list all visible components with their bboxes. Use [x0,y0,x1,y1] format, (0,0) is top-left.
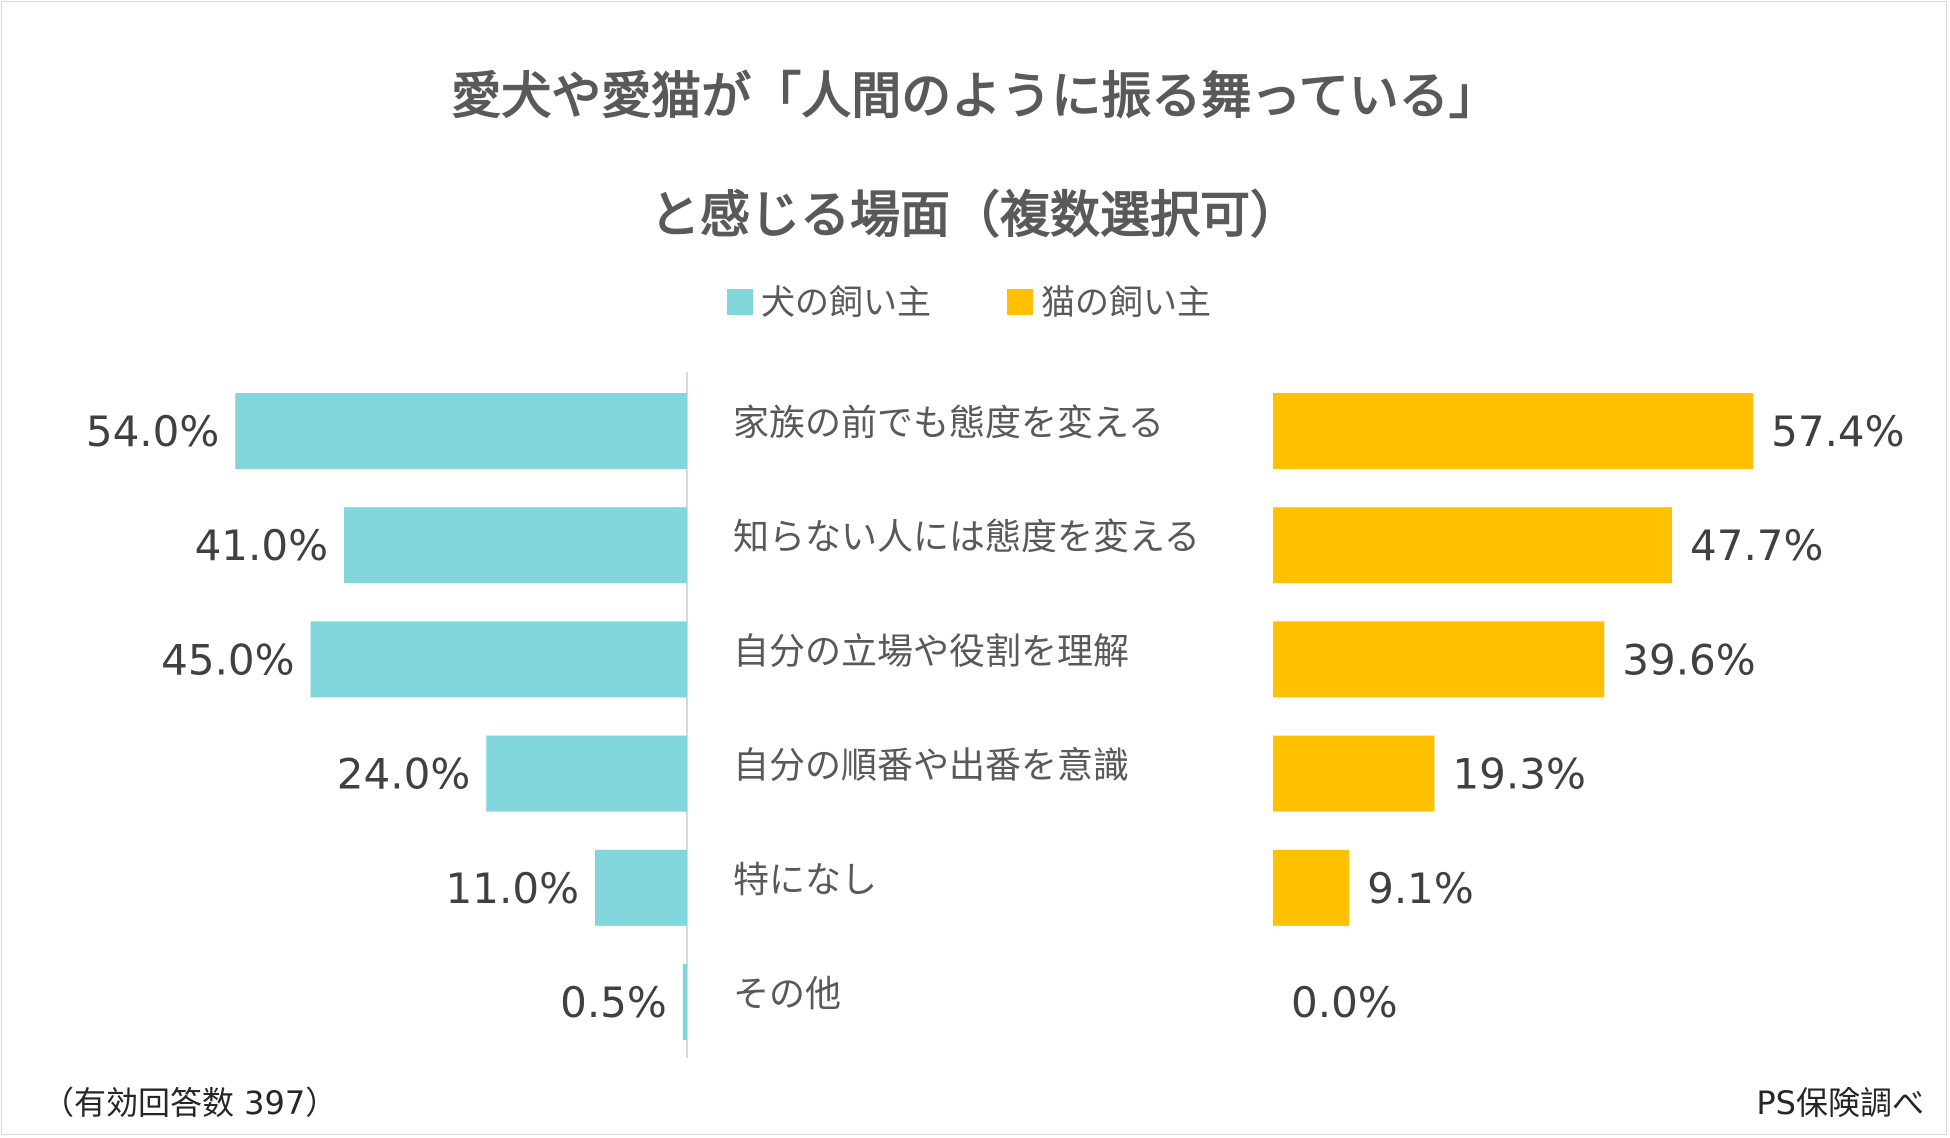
value-label-dog-5: 0.5% [560,978,667,1027]
category-label-2: 自分の立場や役割を理解 [733,631,1129,672]
bar-dog-1 [344,507,687,584]
category-label-3: 自分の順番や出番を意識 [733,746,1129,787]
category-label-0: 家族の前でも態度を変える [733,403,1164,444]
legend: 犬の飼い主 猫の飼い主 [727,283,1211,323]
bar-cat-4 [1273,849,1350,926]
value-label-cat-3: 19.3% [1452,750,1585,799]
value-label-dog-2: 45.0% [161,635,294,684]
value-label-cat-5: 0.0% [1291,978,1398,1027]
footnote-sample-size: （有効回答数 397） [42,1084,337,1122]
bar-dog-0 [235,393,688,469]
legend-label-cat: 猫の飼い主 [1041,283,1211,323]
category-label-5: その他 [733,974,841,1015]
bar-dog-4 [594,849,688,926]
bar-dog-3 [486,735,687,812]
footnote-source: PS保険調べ [1756,1084,1924,1122]
bar-dog-5 [682,964,687,1040]
value-label-dog-1: 41.0% [195,521,328,570]
value-label-dog-0: 54.0% [86,407,219,456]
bar-cat-3 [1273,735,1435,812]
chart-title-line-1: 愛犬や愛猫が「人間のように振る舞っている」 [451,67,1499,125]
chart-title-line-2: と感じる場面（複数選択可） [650,186,1300,244]
value-label-cat-4: 9.1% [1367,864,1474,913]
legend-swatch-cat [1007,289,1033,315]
category-label-4: 特になし [733,860,877,901]
value-label-cat-1: 47.7% [1690,521,1823,570]
bar-cat-1 [1273,507,1673,584]
value-label-dog-4: 11.0% [446,864,579,913]
bars-layer: 54.0% 57.4% 家族の前でも態度を変える 41.0% 47.7% 知らない人には態… [86,393,1905,1040]
bar-dog-2 [310,621,687,698]
value-label-dog-3: 24.0% [337,750,470,799]
bar-cat-0 [1273,393,1754,469]
value-label-cat-0: 57.4% [1771,407,1904,456]
category-label-1: 知らない人には態度を変える [733,517,1200,558]
legend-swatch-dog [727,289,753,315]
bar-cat-2 [1273,621,1605,698]
value-label-cat-2: 39.6% [1622,635,1755,684]
legend-label-dog: 犬の飼い主 [761,283,931,323]
